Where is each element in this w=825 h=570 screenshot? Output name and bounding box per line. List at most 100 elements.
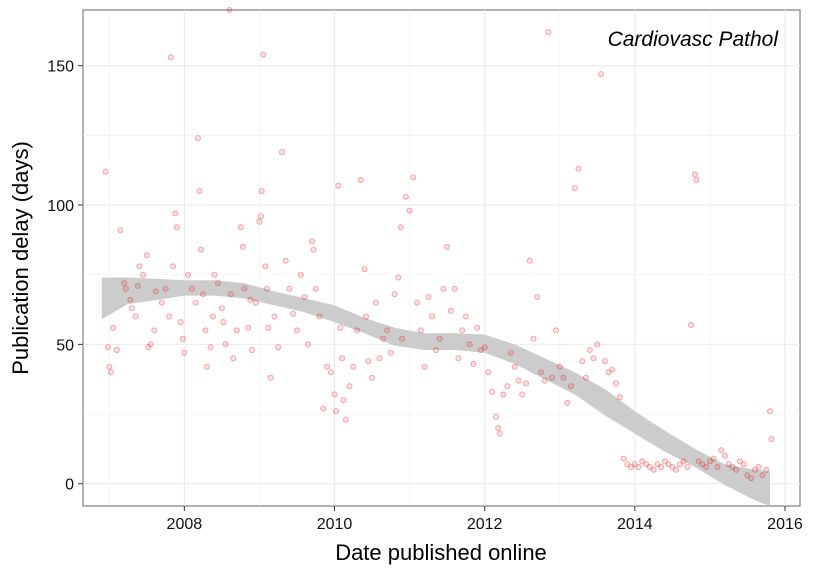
data-point xyxy=(207,344,214,351)
data-point xyxy=(271,313,278,320)
data-point xyxy=(414,299,421,306)
data-point xyxy=(620,455,627,462)
data-point xyxy=(541,377,548,384)
data-point xyxy=(194,135,201,142)
data-point xyxy=(362,313,369,320)
data-point xyxy=(624,461,631,468)
data-point xyxy=(598,71,605,78)
data-point xyxy=(200,291,207,298)
data-point xyxy=(736,458,743,465)
chart-annotation: Cardiovasc Pathol xyxy=(608,28,780,51)
data-point xyxy=(477,346,484,353)
x-tick-label: 2014 xyxy=(617,516,653,533)
data-point xyxy=(691,171,698,178)
data-point xyxy=(755,463,762,470)
y-tick-label: 100 xyxy=(47,198,74,215)
data-point xyxy=(353,327,360,334)
data-point xyxy=(526,257,533,264)
data-point xyxy=(391,291,398,298)
data-point xyxy=(740,461,747,468)
data-point xyxy=(752,466,759,473)
data-point xyxy=(121,280,128,287)
data-point xyxy=(553,327,560,334)
data-point xyxy=(613,380,620,387)
data-point xyxy=(188,285,195,292)
data-point xyxy=(365,358,372,365)
data-point xyxy=(718,447,725,454)
data-point xyxy=(308,238,315,245)
data-point xyxy=(568,383,575,390)
data-point xyxy=(635,463,642,470)
data-point xyxy=(410,174,417,181)
data-point xyxy=(192,299,199,306)
data-point xyxy=(609,366,616,373)
data-point xyxy=(515,377,522,384)
data-point xyxy=(132,313,139,320)
data-point xyxy=(262,263,269,270)
data-point xyxy=(669,463,676,470)
x-tick-label: 2010 xyxy=(317,516,353,533)
data-point xyxy=(733,466,740,473)
data-point xyxy=(245,324,252,331)
data-point xyxy=(684,463,691,470)
data-point xyxy=(643,461,650,468)
data-point xyxy=(335,182,342,189)
data-point xyxy=(230,355,237,362)
data-point xyxy=(399,335,406,342)
data-point xyxy=(402,193,409,200)
data-point xyxy=(534,293,541,300)
data-point xyxy=(519,391,526,398)
data-point xyxy=(466,341,473,348)
data-point xyxy=(316,313,323,320)
data-point xyxy=(350,363,357,370)
x-tick-label: 2012 xyxy=(467,516,503,533)
data-point xyxy=(102,168,109,175)
data-point xyxy=(286,285,293,292)
data-point xyxy=(688,321,695,328)
y-tick-label: 150 xyxy=(47,59,74,76)
data-point xyxy=(312,285,319,292)
x-tick-label: 2008 xyxy=(167,516,203,533)
data-point xyxy=(263,285,270,292)
data-point xyxy=(331,391,338,398)
data-point xyxy=(338,355,345,362)
x-axis-ticks: 2008 2010 2012 2014 2016 xyxy=(167,506,803,533)
data-point xyxy=(185,271,192,278)
data-point xyxy=(485,369,492,376)
data-point xyxy=(710,455,717,462)
data-point xyxy=(496,430,503,437)
data-point xyxy=(492,413,499,420)
data-point xyxy=(332,408,339,415)
plot-panel xyxy=(82,9,801,507)
data-point xyxy=(545,29,552,36)
data-point xyxy=(654,461,661,468)
data-point xyxy=(166,313,173,320)
data-point xyxy=(104,344,111,351)
data-point xyxy=(504,383,511,390)
data-point xyxy=(301,293,308,300)
data-point xyxy=(220,319,227,326)
data-point xyxy=(227,291,234,298)
data-point xyxy=(278,149,285,156)
data-point xyxy=(282,257,289,264)
data-point xyxy=(523,380,530,387)
data-point xyxy=(538,369,545,376)
data-point xyxy=(594,341,601,348)
data-point xyxy=(342,416,349,423)
data-point xyxy=(440,285,447,292)
data-point xyxy=(265,324,272,331)
data-point xyxy=(421,363,428,370)
data-point xyxy=(293,327,300,334)
data-point xyxy=(395,274,402,281)
data-point xyxy=(605,369,612,376)
data-point xyxy=(226,7,233,13)
data-point xyxy=(387,349,394,356)
grid-lines xyxy=(83,10,800,506)
data-point xyxy=(631,461,638,468)
data-point xyxy=(297,271,304,278)
data-point xyxy=(357,176,364,183)
data-point xyxy=(650,466,657,473)
data-point xyxy=(361,266,368,273)
data-point xyxy=(699,461,706,468)
